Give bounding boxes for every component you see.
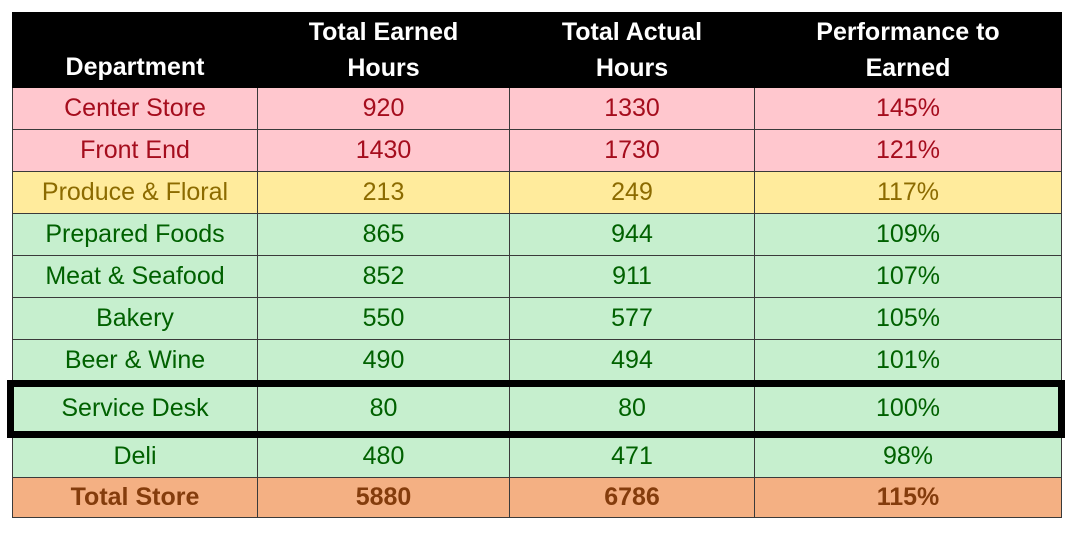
cell-department: Bakery <box>12 298 258 340</box>
cell-performance: 115% <box>755 478 1062 518</box>
cell-earned: 1430 <box>258 130 510 172</box>
cell-actual: 1330 <box>510 88 755 130</box>
cell-actual: 911 <box>510 256 755 298</box>
cell-earned: 80 <box>258 382 510 436</box>
cell-performance: 100% <box>755 382 1062 436</box>
cell-earned: 852 <box>258 256 510 298</box>
cell-department: Beer & Wine <box>12 340 258 382</box>
cell-performance: 117% <box>755 172 1062 214</box>
header-performance: Performance to Earned <box>755 12 1062 88</box>
cell-actual: 577 <box>510 298 755 340</box>
table-row: Front End 1430 1730 121% <box>12 130 1062 172</box>
header-earned-hours: Total Earned Hours <box>258 12 510 88</box>
cell-earned: 920 <box>258 88 510 130</box>
cell-actual: 1730 <box>510 130 755 172</box>
cell-performance: 121% <box>755 130 1062 172</box>
cell-performance: 98% <box>755 436 1062 478</box>
cell-department: Deli <box>12 436 258 478</box>
cell-earned: 550 <box>258 298 510 340</box>
table-row: Meat & Seafood 852 911 107% <box>12 256 1062 298</box>
cell-performance: 109% <box>755 214 1062 256</box>
cell-actual: 80 <box>510 382 755 436</box>
cell-department: Total Store <box>12 478 258 518</box>
cell-earned: 490 <box>258 340 510 382</box>
cell-department: Front End <box>12 130 258 172</box>
table-row-highlighted: Service Desk 80 80 100% <box>12 382 1062 436</box>
cell-earned: 5880 <box>258 478 510 518</box>
cell-actual: 6786 <box>510 478 755 518</box>
cell-earned: 213 <box>258 172 510 214</box>
table-row: Beer & Wine 490 494 101% <box>12 340 1062 382</box>
cell-department: Service Desk <box>12 382 258 436</box>
cell-department: Meat & Seafood <box>12 256 258 298</box>
cell-performance: 101% <box>755 340 1062 382</box>
performance-table: Department Total Earned Hours Total Actua… <box>12 12 1062 518</box>
table-row-total: Total Store 5880 6786 115% <box>12 478 1062 518</box>
cell-actual: 494 <box>510 340 755 382</box>
cell-actual: 249 <box>510 172 755 214</box>
table-row: Deli 480 471 98% <box>12 436 1062 478</box>
table-header: Department Total Earned Hours Total Actua… <box>12 12 1062 88</box>
cell-department: Center Store <box>12 88 258 130</box>
table-row: Center Store 920 1330 145% <box>12 88 1062 130</box>
table-row: Produce & Floral 213 249 117% <box>12 172 1062 214</box>
cell-earned: 865 <box>258 214 510 256</box>
table-row: Bakery 550 577 105% <box>12 298 1062 340</box>
cell-actual: 471 <box>510 436 755 478</box>
cell-earned: 480 <box>258 436 510 478</box>
header-department: Department <box>12 12 258 88</box>
header-actual-hours: Total Actual Hours <box>510 12 755 88</box>
cell-performance: 107% <box>755 256 1062 298</box>
cell-department: Prepared Foods <box>12 214 258 256</box>
cell-performance: 105% <box>755 298 1062 340</box>
table-row: Prepared Foods 865 944 109% <box>12 214 1062 256</box>
cell-performance: 145% <box>755 88 1062 130</box>
cell-actual: 944 <box>510 214 755 256</box>
cell-department: Produce & Floral <box>12 172 258 214</box>
